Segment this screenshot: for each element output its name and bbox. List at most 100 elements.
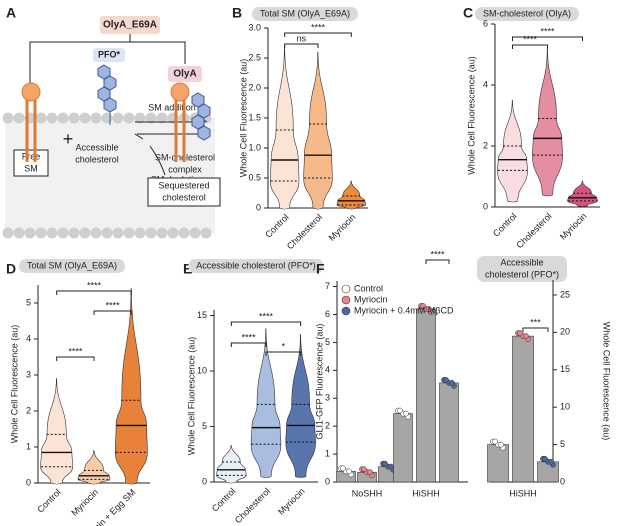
significance-label: **** — [87, 280, 102, 290]
x-tick-label: Cholesterol — [514, 211, 553, 250]
y-tick-label: 4 — [26, 333, 31, 343]
significance-bracket — [93, 310, 132, 315]
bar — [416, 308, 436, 483]
x-tick-label: Myriocin — [558, 211, 589, 242]
label-box — [13, 149, 49, 177]
significance-label: **** — [259, 311, 274, 321]
point — [346, 468, 352, 475]
point — [523, 333, 529, 339]
lipid-head — [112, 227, 124, 239]
significance-label: **** — [106, 300, 121, 310]
title-pill — [251, 7, 359, 21]
x-tick-label: HiSHH — [509, 488, 537, 498]
label-box — [93, 48, 125, 62]
lipid-head — [79, 112, 91, 124]
point — [492, 438, 498, 445]
lipid-head — [46, 112, 58, 124]
bar — [393, 413, 413, 483]
lipid-head — [134, 227, 146, 239]
lipid-head — [57, 227, 69, 239]
y-tick-label: 6 — [483, 18, 488, 28]
significance-bracket — [230, 321, 302, 326]
lipid-head — [178, 227, 190, 239]
chart-title: Total SM (OlyA_E69A) — [260, 8, 350, 18]
sterol-ring — [197, 125, 211, 141]
violin — [336, 180, 366, 210]
y-tick-label: 0 — [483, 201, 488, 211]
sterol-ring — [103, 97, 117, 113]
y-tick-label: 5 — [202, 421, 207, 431]
label: Sequestered — [158, 180, 209, 190]
significance-bracket — [56, 356, 95, 361]
significance-label: ns — [297, 33, 307, 43]
point — [367, 469, 373, 476]
significance-bracket — [265, 351, 302, 356]
point — [361, 466, 367, 473]
x-tick-label: Cholesterol — [233, 486, 272, 525]
label: cholesterol — [162, 192, 206, 202]
chart-title: Accessible — [500, 257, 543, 267]
label: Accessible — [75, 142, 118, 152]
lipid-head — [123, 227, 135, 239]
lipid-head — [101, 112, 113, 124]
lipid-head — [156, 227, 168, 239]
plus: + — [63, 129, 74, 149]
y-tick-label: 2.0 — [248, 82, 261, 92]
panel-letter: E — [183, 261, 192, 277]
label: PFO* — [98, 49, 121, 59]
legend-label: Control — [354, 283, 383, 293]
y-axis-label: Whole Cell Fluorescence (au) — [466, 56, 476, 175]
y-tick-label: 20 — [560, 327, 570, 337]
label: OlyA_E69A — [103, 20, 157, 31]
y-tick-label: 1.5 — [248, 112, 261, 122]
x-tick-label: Control — [35, 487, 63, 515]
lipid-tail — [25, 100, 37, 162]
significance-bracket — [512, 44, 548, 49]
y-tick-label: 3 — [26, 369, 31, 379]
significance-label: **** — [430, 249, 445, 259]
y-tick-label: 3.0 — [248, 22, 261, 32]
curve — [149, 145, 166, 176]
panel-letter: D — [6, 261, 16, 277]
title-pill — [476, 256, 568, 282]
y-axis-label: Whole Cell Fluorescence (au) — [186, 337, 196, 456]
chart-title: SM-cholesterol (OlyA) — [483, 8, 571, 18]
lipid-head — [68, 227, 80, 239]
violin — [532, 48, 563, 197]
label-box — [168, 66, 202, 82]
significance-bracket — [56, 290, 132, 295]
lipid-head — [134, 112, 146, 124]
label-box — [100, 16, 160, 34]
point — [397, 407, 403, 414]
x-tick-label: HiSHH — [412, 488, 440, 498]
lipid-head — [90, 227, 102, 239]
violin — [567, 180, 598, 208]
diagram-panel: A OlyA_E69A PFO* OlyA + SM addition SM d… — [2, 5, 221, 239]
point — [517, 330, 523, 336]
label: OlyA — [173, 69, 196, 80]
lipid-head — [145, 227, 157, 239]
chart-title: Total SM (OlyA_E69A) — [27, 260, 117, 270]
significance-bracket — [284, 32, 352, 37]
title-pill — [188, 259, 324, 273]
point — [443, 377, 449, 383]
y-tick-label: 0 — [560, 476, 565, 486]
x-tick-label: Myriocin — [69, 487, 100, 518]
point — [403, 410, 409, 417]
lipid-head — [145, 112, 157, 124]
point — [542, 455, 548, 462]
title-pill — [18, 259, 126, 273]
lipid-head — [2, 112, 14, 124]
significance-label: *** — [530, 317, 541, 327]
y-tick-label: 1.0 — [248, 142, 261, 152]
y-tick-label: 3 — [325, 393, 330, 403]
x-tick-label: Control — [210, 486, 238, 514]
lipid-head — [21, 82, 41, 102]
y-tick-label: 0.5 — [248, 172, 261, 182]
lipid-head — [156, 112, 168, 124]
y-axis-label: Whole Cell Fluorescence (au) — [9, 325, 19, 444]
x-tick-label: Cholesterol — [285, 212, 324, 251]
violin — [270, 45, 300, 210]
point — [548, 458, 554, 465]
